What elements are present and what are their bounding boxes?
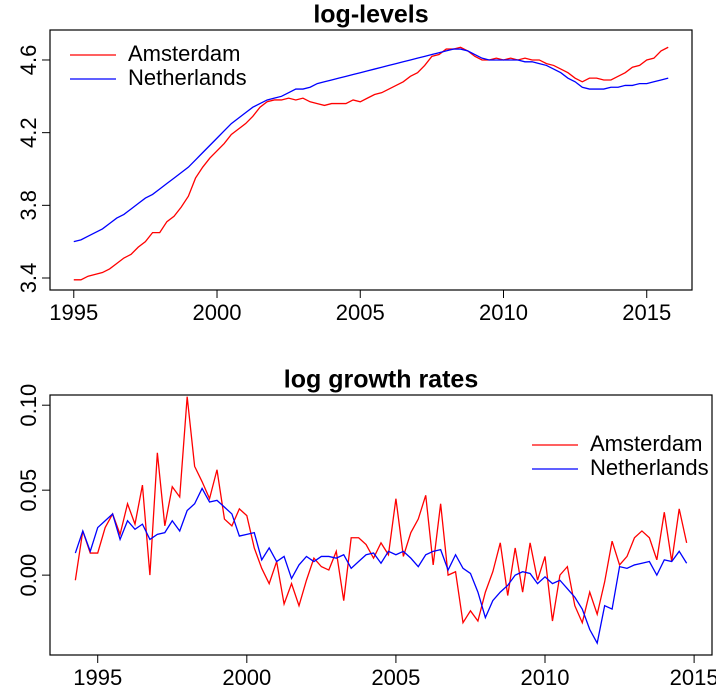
y-tick-label: 3.8 xyxy=(16,190,41,221)
plot-frame xyxy=(49,29,693,291)
y-tick-label: 0.05 xyxy=(16,469,41,512)
legend-label: Amsterdam xyxy=(590,431,702,456)
x-tick-label: 2005 xyxy=(336,300,385,325)
y-tick-label: 3.4 xyxy=(16,263,41,294)
x-tick-label: 2010 xyxy=(521,665,570,687)
legend-label: Netherlands xyxy=(590,455,709,480)
data-line xyxy=(74,396,688,625)
chart-title: log-levels xyxy=(313,1,428,29)
x-tick-label: 1995 xyxy=(73,665,122,687)
x-tick-label: 2015 xyxy=(670,665,716,687)
x-tick-label: 2010 xyxy=(479,300,528,325)
y-tick-label: 0.00 xyxy=(16,554,41,597)
legend-label: Netherlands xyxy=(128,65,247,90)
data-line xyxy=(74,487,688,645)
x-tick-label: 2000 xyxy=(222,665,271,687)
x-tick-label: 1995 xyxy=(49,300,98,325)
y-tick-label: 4.6 xyxy=(16,45,41,76)
y-tick-label: 4.2 xyxy=(16,117,41,148)
x-tick-label: 2005 xyxy=(371,665,420,687)
x-tick-label: 2000 xyxy=(193,300,242,325)
data-line xyxy=(73,46,669,281)
y-tick-label: 0.10 xyxy=(16,384,41,427)
chart-title: log growth rates xyxy=(284,366,478,394)
data-line xyxy=(73,48,669,243)
x-tick-label: 2015 xyxy=(622,300,671,325)
plot-frame xyxy=(49,394,713,656)
legend-label: Amsterdam xyxy=(128,41,240,66)
